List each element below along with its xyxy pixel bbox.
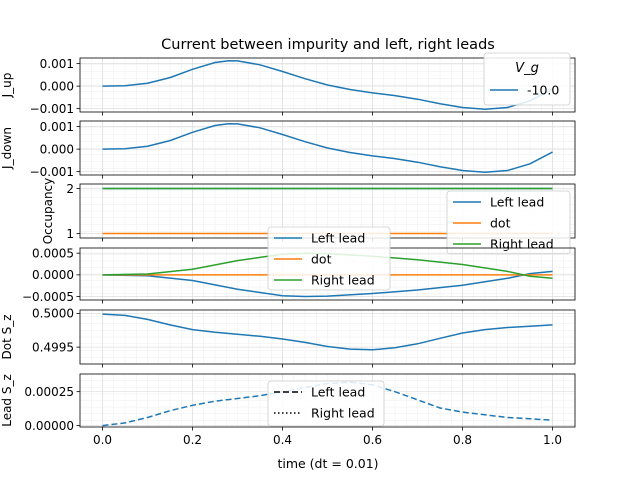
x-tick-label: 0.8 [453, 433, 472, 447]
y-tick-label: 1 [66, 227, 74, 241]
legend-label: Right lead [311, 273, 375, 288]
series-line-2-1 [102, 122, 553, 174]
y-tick-label: −0.001 [30, 165, 74, 179]
y-axis-label: J_up [0, 73, 14, 99]
x-tick-label: 0.2 [183, 433, 202, 447]
legend-label: -10.0 [527, 83, 559, 98]
legend-box [267, 226, 391, 291]
y-tick-label: 0.0005 [32, 247, 74, 261]
legend-label: Right lead [311, 406, 375, 421]
legend-label: dot [311, 252, 332, 267]
y-tick-label: 0.001 [40, 120, 74, 134]
legend-title: V_g [515, 61, 539, 76]
legend-1: V_g -10.0 [483, 52, 571, 106]
y-tick-label: 0.000 [40, 79, 74, 93]
y-axis-label: J_down [0, 127, 14, 170]
y-tick-label: 0.4995 [32, 340, 74, 354]
legend-label: dot [490, 216, 511, 231]
y-tick-label: 2 [66, 182, 74, 196]
y-tick-label: 0.001 [40, 57, 74, 71]
x-axis-label: time (dt = 0.01) [277, 456, 378, 471]
y-axis-label: Dot S_z [0, 314, 14, 359]
axes-frame [79, 57, 576, 113]
axes-frame [79, 120, 576, 176]
axes-frame [79, 309, 576, 365]
legend-label: Left lead [490, 195, 544, 210]
panel-5: 0.5000 0.4995 Dot S_z [0, 307, 576, 368]
legend-label: Right lead [490, 237, 554, 252]
y-axis-label: Lead S_z [0, 374, 14, 427]
legend-3: Left lead dot Right lead [446, 190, 571, 255]
panel-2: 0.001 0.000 −0.001 J_down [0, 120, 576, 179]
series-line-4-1 [102, 270, 553, 298]
y-tick-label: 0.000 [40, 142, 74, 156]
y-tick-label: −0.0005 [22, 290, 74, 304]
panel-4: 0.0005 0.0000 −0.0005 Left lead dot Right lea… [22, 226, 576, 304]
x-tick-label: 0.4 [273, 433, 292, 447]
figure-title: Current between impurity and left, right… [161, 37, 495, 53]
y-tick-label: 0.0000 [32, 268, 74, 282]
legend-label: Left lead [311, 385, 365, 400]
series-line-1-1 [102, 59, 553, 111]
x-tick-label: 0.0 [93, 433, 112, 447]
legend-4: Left lead dot Right lead [267, 226, 391, 291]
panel-1: 0.001 0.000 −0.001 J_up V_g -10.0 [0, 52, 576, 116]
axes-frame [79, 373, 576, 428]
y-tick-label: 0.00000 [24, 419, 74, 433]
legend-label: Left lead [311, 231, 365, 246]
legend-6: Left lead Right lead [267, 380, 385, 427]
x-tick-label: 0.6 [363, 433, 382, 447]
panels: 0.001 0.000 −0.001 J_up V_g -10.0 0.001 0.000 −0… [0, 52, 576, 447]
legend-box [446, 190, 571, 255]
y-tick-label: 0.5000 [32, 307, 74, 321]
legend-box [483, 52, 571, 106]
x-tick-label: 1.0 [543, 433, 562, 447]
panel-6: 0.0 0.2 0.4 0.6 0.8 1.0 0.00025 0.00000 Lead S_z… [0, 373, 576, 447]
y-tick-label: −0.001 [30, 102, 74, 116]
y-tick-label: 0.00025 [24, 385, 74, 399]
series-line-5-1 [102, 313, 553, 351]
y-axis-label: Occupancy [41, 178, 55, 245]
